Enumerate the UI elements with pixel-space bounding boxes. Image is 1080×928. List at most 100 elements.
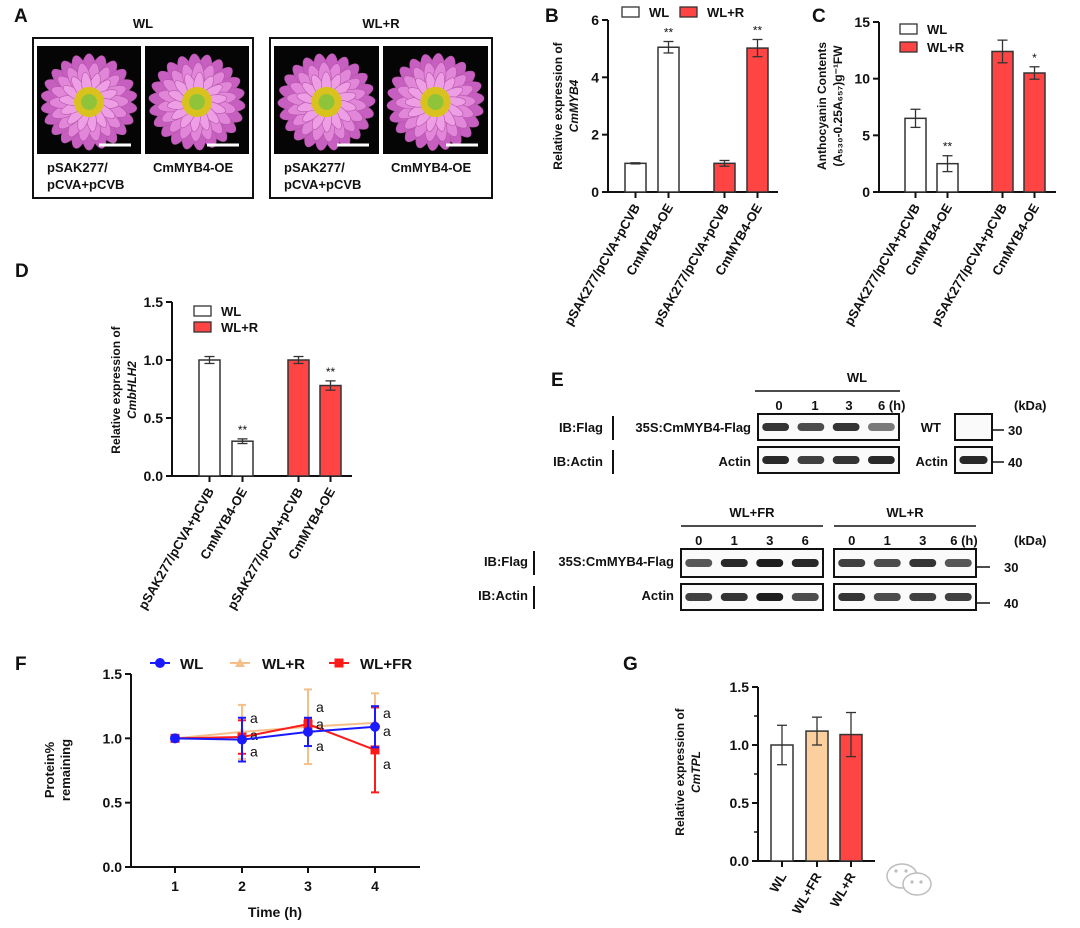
- y-axis-label: CmTPL: [689, 751, 703, 793]
- y-tick-label: 0.0: [144, 468, 164, 484]
- panel-label-D: D: [15, 261, 29, 282]
- band: [832, 423, 860, 431]
- bar: [624, 162, 647, 193]
- flower-center: [318, 93, 335, 111]
- bar: [1023, 72, 1046, 193]
- group-title: WL+R: [362, 16, 400, 31]
- significance-label: **: [664, 26, 674, 40]
- antibody-label: IB:Actin: [478, 588, 528, 603]
- band: [791, 593, 819, 601]
- band: [944, 559, 972, 567]
- y-tick-label: 0.5: [103, 795, 123, 811]
- lane-label: 1: [811, 398, 818, 413]
- band: [685, 593, 713, 601]
- flower-icon: [148, 53, 246, 151]
- series-line: [174, 725, 376, 741]
- category-label: WL+FR: [789, 869, 825, 916]
- sample-label: Actin: [642, 588, 675, 603]
- y-axis-label: Protein%: [42, 741, 57, 798]
- band: [867, 423, 895, 431]
- data-point: [170, 733, 180, 744]
- significance-label: **: [326, 365, 336, 379]
- legend-swatch: [679, 6, 698, 18]
- bar: [287, 359, 310, 477]
- dot: [919, 880, 923, 884]
- lane-label: 0: [775, 398, 782, 413]
- y-tick-label: 0.5: [730, 795, 750, 811]
- data-point: [303, 726, 313, 737]
- sample-label: WT: [921, 420, 941, 435]
- chart-F: 0.0 0.5 1.0 1.5 1 2 3 4 Time (h) Protein% remainin…: [42, 656, 420, 920]
- band: [720, 559, 748, 567]
- panel-label-F: F: [15, 654, 27, 675]
- blot-condition-title: WL+FR: [729, 505, 775, 520]
- data-point: [155, 658, 165, 668]
- band: [685, 559, 713, 567]
- y-tick-label: 1.0: [730, 737, 750, 753]
- legend-label: WL+R: [221, 320, 259, 335]
- sample-label: 35S:CmMYB4-Flag: [558, 554, 674, 569]
- group-box: [32, 37, 254, 199]
- panel-label-B: B: [545, 6, 559, 27]
- panel-label-C: C: [812, 6, 826, 27]
- y-tick-label: 0.0: [103, 859, 123, 875]
- band: [838, 559, 866, 567]
- x-tick-label: 4: [371, 878, 379, 894]
- y-axis-label: CmbHLH2: [125, 361, 139, 419]
- lane-label: 3: [766, 533, 773, 548]
- significance-label: a: [316, 716, 324, 732]
- lane-label: 1: [731, 533, 738, 548]
- bar: [904, 117, 927, 193]
- legend-label: WL: [649, 5, 669, 20]
- y-tick-label: 0.0: [730, 853, 750, 869]
- sample-label: pCVA+pCVB: [47, 177, 124, 192]
- sample-label: Actin: [916, 454, 949, 469]
- series-line: [174, 721, 376, 740]
- kda-label: (kDa): [1014, 398, 1047, 413]
- dot: [894, 869, 898, 873]
- data-point: [235, 658, 245, 667]
- legend-label: WL: [180, 656, 203, 673]
- y-axis-label: Relative expression of: [551, 41, 565, 169]
- y-tick-label: 15: [854, 14, 870, 30]
- significance-label: a: [250, 727, 258, 743]
- band: [791, 559, 819, 567]
- blot-condition-title: WL: [847, 370, 867, 385]
- chart-B: 0246pSAK277/pCVA+pCVB**CmMYB4-OEpSAK277/…: [551, 5, 778, 328]
- blot-top: WL 0 1 3 6 (h) IB:Flag 35S:CmMYB4-Flag IB:Actin…: [553, 370, 1047, 474]
- band: [797, 423, 825, 431]
- wechat-icon: [886, 863, 932, 896]
- y-axis-label: Relative expression of: [673, 707, 687, 835]
- significance-label: a: [250, 710, 258, 726]
- y-tick-label: 6: [591, 12, 599, 28]
- data-point: [334, 658, 344, 668]
- blot-bottom: IB:Flag 35S:CmMYB4-Flag IB:Actin Actin WL+FR…: [478, 505, 1047, 611]
- bar: [991, 50, 1014, 193]
- panel-label-E: E: [551, 370, 564, 391]
- flower-icon: [40, 53, 138, 151]
- bar: [198, 359, 221, 477]
- legend-swatch: [899, 23, 918, 35]
- kda-label: (kDa): [1014, 533, 1047, 548]
- band: [762, 423, 790, 431]
- y-tick-label: 1.0: [103, 730, 123, 746]
- panelA-group-0: WL pSAK277/pCVA+pCVB CmMYB4-OE: [32, 16, 254, 199]
- bar: [746, 47, 769, 193]
- y-tick-label: 0: [862, 184, 870, 200]
- legend-swatch: [899, 41, 918, 53]
- band: [797, 456, 825, 464]
- bar: [231, 440, 254, 477]
- chart-C: 051015pSAK277/pCVA+pCVB**CmMYB4-OEpSAK27…: [815, 14, 1056, 328]
- lane-label: 1: [884, 533, 891, 548]
- x-tick-label: 1: [171, 878, 179, 894]
- band: [909, 593, 937, 601]
- significance-label: a: [383, 723, 391, 739]
- significance-label: a: [383, 756, 391, 772]
- sample-label: CmMYB4-OE: [153, 160, 234, 175]
- legend-label: WL: [221, 304, 241, 319]
- bar: [713, 162, 736, 193]
- antibody-label: IB:Flag: [484, 554, 528, 569]
- dot: [904, 869, 908, 873]
- antibody-label: IB:Flag: [559, 420, 603, 435]
